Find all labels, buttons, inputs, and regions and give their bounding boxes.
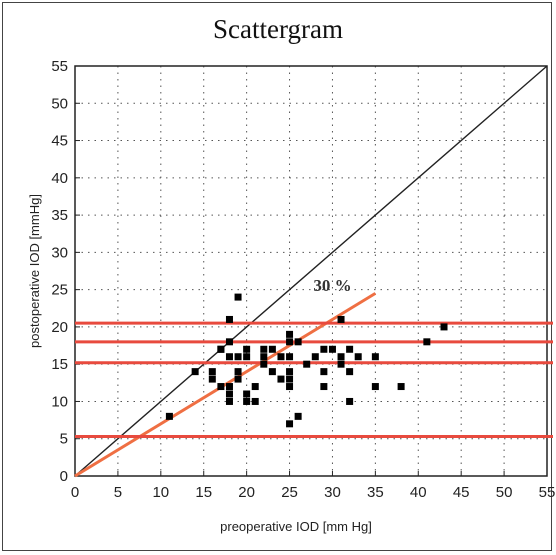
data-point [337, 360, 345, 368]
data-point [337, 353, 345, 361]
data-point [234, 353, 242, 361]
y-tick-label: 40 [51, 170, 68, 187]
x-axis-label: preoperative IOD [mm Hg] [220, 519, 372, 534]
data-point [251, 397, 259, 405]
data-point [286, 368, 294, 376]
y-tick-label: 45 [51, 133, 68, 150]
data-point [346, 397, 354, 405]
data-point [311, 353, 319, 361]
data-point [286, 383, 294, 391]
data-point [294, 338, 302, 346]
data-point [286, 420, 294, 428]
data-point [208, 368, 216, 376]
data-point [320, 368, 328, 376]
data-point [243, 390, 251, 398]
data-point [286, 330, 294, 338]
data-point [440, 323, 448, 331]
data-point [277, 375, 285, 383]
y-tick-label: 55 [51, 58, 68, 75]
data-point [251, 383, 259, 391]
data-point [303, 360, 311, 368]
data-point [225, 338, 233, 346]
data-point [225, 383, 233, 391]
data-point [286, 353, 294, 361]
data-point [423, 338, 431, 346]
data-point [268, 345, 276, 353]
data-point [217, 345, 225, 353]
data-point [243, 353, 251, 361]
x-tick-label: 25 [281, 484, 298, 501]
x-tick-label: 50 [496, 484, 513, 501]
data-point [294, 412, 302, 420]
x-tick-label: 45 [453, 484, 470, 501]
data-point [320, 345, 328, 353]
x-tick-label: 20 [238, 484, 255, 501]
data-point [225, 315, 233, 323]
y-tick-label: 25 [51, 282, 68, 299]
data-point [346, 345, 354, 353]
y-tick-label: 20 [51, 319, 68, 336]
y-tick-label: 50 [51, 95, 68, 112]
data-point [371, 383, 379, 391]
data-point [397, 383, 405, 391]
data-point [243, 397, 251, 405]
data-point [277, 353, 285, 361]
y-tick-label: 10 [51, 393, 68, 410]
data-point [165, 412, 173, 420]
x-tick-label: 55 [539, 484, 556, 501]
reference-line-identity [74, 65, 548, 477]
data-point [268, 368, 276, 376]
data-point [286, 338, 294, 346]
chart-title: Scattergram [213, 14, 343, 44]
y-tick-label: 5 [60, 431, 68, 448]
data-point [320, 383, 328, 391]
x-tick-label: 40 [410, 484, 427, 501]
x-tick-label: 10 [152, 484, 169, 501]
x-tick-label: 35 [367, 484, 384, 501]
data-point [208, 375, 216, 383]
x-tick-label: 0 [71, 484, 79, 501]
axes-box [74, 65, 548, 477]
x-tick-label: 5 [114, 484, 122, 501]
data-point [260, 353, 268, 361]
y-tick-label: 0 [60, 468, 68, 485]
y-axis-label: postoperative IOD [mmHg] [27, 194, 42, 348]
data-point [260, 360, 268, 368]
y-tick-label: 15 [51, 356, 68, 373]
x-tick-label: 15 [195, 484, 212, 501]
annotation-label: 30 % [313, 276, 351, 295]
data-point [217, 383, 225, 391]
data-point [354, 353, 362, 361]
y-tick-label: 35 [51, 207, 68, 224]
data-point [260, 345, 268, 353]
data-point [225, 390, 233, 398]
data-point [337, 315, 345, 323]
x-tick-label: 30 [324, 484, 341, 501]
data-point [243, 345, 251, 353]
data-point [191, 368, 199, 376]
data-point [225, 397, 233, 405]
data-point [286, 375, 294, 383]
data-point [346, 368, 354, 376]
data-point [371, 353, 379, 361]
y-tick-label: 30 [51, 244, 68, 261]
data-point [225, 353, 233, 361]
data-point [328, 345, 336, 353]
data-point [234, 368, 242, 376]
data-point [234, 375, 242, 383]
data-point [234, 293, 242, 301]
